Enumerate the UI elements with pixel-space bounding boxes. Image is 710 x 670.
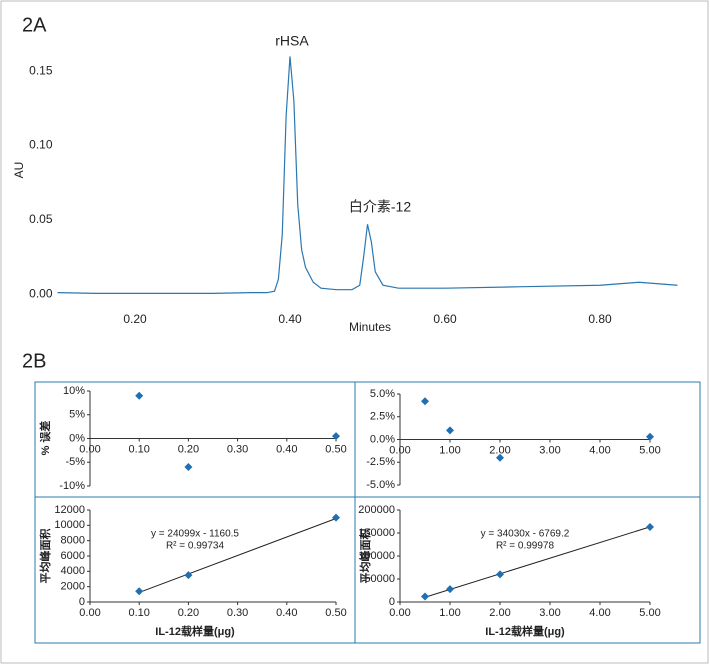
x-tick-label: 3.00 (539, 607, 560, 619)
x-tick-label: 0.20 (178, 443, 199, 455)
y-tick-label: 0.10 (29, 138, 53, 152)
y-tick-label: 4000 (61, 565, 85, 577)
x-tick-label: 0.40 (276, 607, 297, 619)
x-tick-label: 0.50 (325, 607, 346, 619)
x-tick-label: 0.60 (433, 312, 457, 326)
peak-label: rHSA (275, 33, 309, 49)
data-point (184, 571, 193, 580)
data-point (496, 570, 504, 579)
y-tick-label: 2000 (61, 581, 85, 593)
x-axis-label: IL-12载样量(μg) (155, 624, 235, 638)
y-tick-label: 0 (389, 596, 395, 608)
data-point (496, 453, 504, 462)
y-tick-label: 10% (63, 385, 85, 397)
x-tick-label: 0.20 (178, 607, 199, 619)
x-tick-label: 0.00 (79, 607, 100, 619)
y-tick-label: 150000 (358, 527, 395, 539)
y-tick-label: 10000 (54, 519, 85, 531)
trend-equation: y = 34030x - 6769.2 (481, 529, 570, 540)
trendline (139, 518, 337, 593)
y-tick-label: 2.5% (370, 411, 395, 423)
data-point (446, 426, 454, 435)
chromatogram-line (57, 56, 678, 294)
data-point (421, 592, 429, 601)
data-point (135, 587, 144, 596)
x-tick-label: 3.00 (539, 444, 560, 456)
x-tick-label: 0.10 (128, 443, 149, 455)
y-tick-label: 8000 (61, 535, 85, 547)
data-point (332, 513, 340, 522)
x-tick-label: 0.50 (325, 443, 346, 455)
data-point (421, 397, 429, 406)
y-tick-label: 0.0% (370, 433, 395, 445)
x-tick-label: 0.00 (79, 443, 100, 455)
x-axis-label: IL-12载样量(μg) (485, 624, 565, 638)
x-tick-label: 2.00 (489, 444, 510, 456)
x-tick-label: 1.00 (439, 607, 460, 619)
x-tick-label: 0.40 (276, 443, 297, 455)
data-point (446, 585, 454, 594)
y-tick-label: -2.5% (366, 456, 395, 468)
x-tick-label: 0.20 (123, 312, 147, 326)
x-tick-label: 2.00 (489, 607, 510, 619)
x-tick-label: 0.00 (389, 607, 410, 619)
y-tick-label: 100000 (358, 550, 395, 562)
y-tick-label: 0.05 (29, 212, 53, 226)
y-tick-label: 0% (69, 432, 85, 444)
y-tick-label: 12000 (54, 504, 85, 516)
panel-frame (34, 381, 701, 644)
panel-label: 2A (22, 14, 47, 36)
data-point (332, 432, 340, 441)
data-point (646, 432, 654, 441)
y-tick-label: 0.00 (29, 286, 53, 300)
x-tick-label: 1.00 (439, 444, 460, 456)
x-tick-label: 5.00 (639, 444, 660, 456)
y-tick-label: -5% (65, 456, 85, 468)
x-tick-label: 5.00 (639, 607, 660, 619)
y-tick-label: -10% (59, 480, 85, 492)
y-tick-label: 6000 (61, 550, 85, 562)
y-tick-label: -5.0% (366, 479, 395, 491)
y-axis-label: % 误差 (38, 421, 52, 456)
peak-label: 白介素-12 (349, 199, 411, 215)
x-tick-label: 0.30 (227, 443, 248, 455)
y-tick-label: 200000 (358, 504, 395, 516)
x-tick-label: 0.40 (278, 312, 302, 326)
x-tick-label: 4.00 (589, 607, 610, 619)
y-axis-label: 平均峰面积 (38, 529, 52, 584)
trend-r2: R² = 0.99734 (166, 541, 225, 552)
y-tick-label: 0.15 (29, 63, 53, 77)
x-tick-label: 4.00 (589, 444, 610, 456)
trendline (424, 526, 651, 598)
y-axis-label: AU (12, 162, 26, 179)
y-axis-label: 平均峰面积 (358, 529, 372, 584)
trend-r2: R² = 0.99978 (496, 541, 555, 552)
x-tick-label: 0.10 (128, 607, 149, 619)
x-tick-label: 0.80 (588, 312, 612, 326)
y-tick-label: 0 (79, 596, 85, 608)
x-axis-label: Minutes (349, 320, 391, 334)
x-tick-label: 0.30 (227, 607, 248, 619)
y-tick-label: 5% (69, 409, 85, 421)
y-tick-label: 50000 (364, 573, 395, 585)
data-point (184, 463, 193, 471)
trend-equation: y = 24099x - 1160.5 (151, 529, 239, 540)
x-tick-label: 0.00 (389, 444, 410, 456)
panel-label: 2B (22, 350, 46, 372)
data-point (646, 523, 654, 532)
data-point (135, 391, 144, 400)
y-tick-label: 5.0% (370, 388, 395, 400)
